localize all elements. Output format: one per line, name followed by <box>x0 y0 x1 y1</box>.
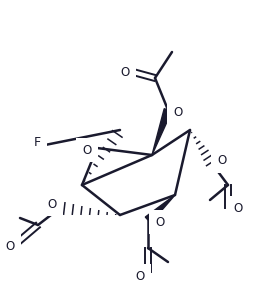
Text: O: O <box>82 143 92 156</box>
Text: O: O <box>5 240 15 253</box>
Text: O: O <box>47 198 57 211</box>
Text: O: O <box>120 65 130 79</box>
Text: O: O <box>217 154 227 168</box>
Text: O: O <box>233 202 243 215</box>
Text: F: F <box>34 137 40 149</box>
Text: O: O <box>155 215 165 228</box>
Polygon shape <box>152 109 172 155</box>
Text: O: O <box>173 107 183 120</box>
Polygon shape <box>145 195 175 223</box>
Text: O: O <box>135 270 145 283</box>
